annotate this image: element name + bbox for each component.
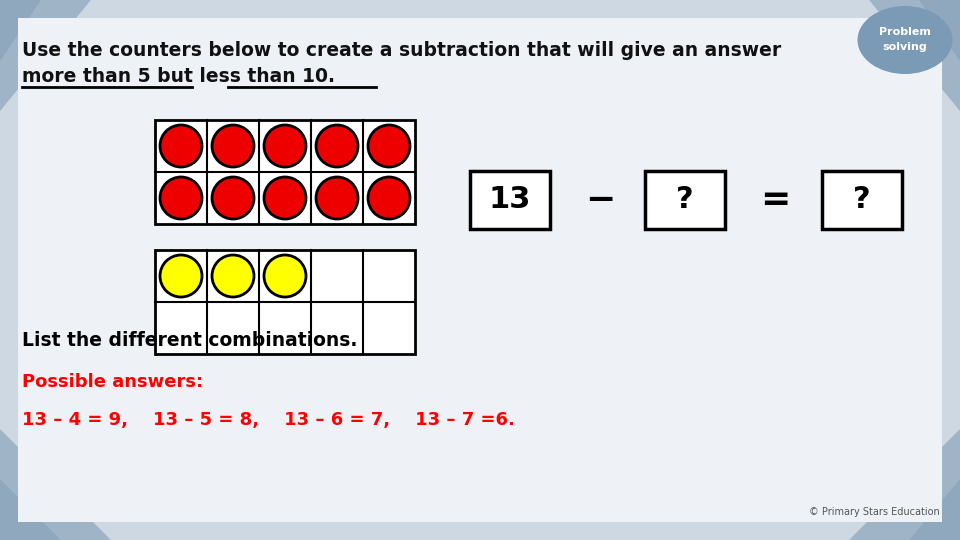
Circle shape	[212, 125, 254, 167]
Polygon shape	[920, 0, 960, 60]
Polygon shape	[910, 480, 960, 540]
Text: more than 5 but less than 10.: more than 5 but less than 10.	[22, 66, 335, 85]
Polygon shape	[870, 0, 960, 110]
Bar	[155, 120, 415, 224]
Circle shape	[264, 125, 306, 167]
Polygon shape	[0, 480, 60, 540]
Circle shape	[160, 255, 202, 297]
Circle shape	[316, 125, 358, 167]
Polygon shape	[0, 0, 90, 110]
Circle shape	[368, 177, 410, 219]
Text: =: =	[759, 183, 790, 217]
Circle shape	[212, 177, 254, 219]
Circle shape	[316, 177, 358, 219]
Text: Problem: Problem	[879, 27, 931, 37]
Circle shape	[160, 125, 202, 167]
Text: List the different combinations.: List the different combinations.	[22, 330, 357, 349]
Bar	[645, 171, 725, 229]
Polygon shape	[0, 0, 40, 60]
Text: solving: solving	[882, 42, 927, 52]
Ellipse shape	[857, 6, 952, 74]
Circle shape	[264, 255, 306, 297]
Circle shape	[160, 177, 202, 219]
Text: 13 – 4 = 9,    13 – 5 = 8,    13 – 6 = 7,    13 – 7 =6.: 13 – 4 = 9, 13 – 5 = 8, 13 – 6 = 7, 13 –…	[22, 411, 515, 429]
Text: ?: ?	[676, 186, 694, 214]
Polygon shape	[0, 430, 110, 540]
Text: ?: ?	[853, 186, 871, 214]
Bar	[470, 171, 550, 229]
FancyBboxPatch shape	[18, 18, 942, 522]
Circle shape	[212, 255, 254, 297]
Text: © Primary Stars Education: © Primary Stars Education	[809, 507, 940, 517]
Text: Possible answers:: Possible answers:	[22, 373, 204, 391]
Circle shape	[368, 125, 410, 167]
Bar	[822, 171, 902, 229]
Polygon shape	[850, 430, 960, 540]
Text: 13: 13	[489, 186, 531, 214]
Circle shape	[264, 177, 306, 219]
Text: −: −	[585, 183, 615, 217]
Bar	[155, 250, 415, 354]
Text: Use the counters below to create a subtraction that will give an answer: Use the counters below to create a subtr…	[22, 40, 781, 59]
